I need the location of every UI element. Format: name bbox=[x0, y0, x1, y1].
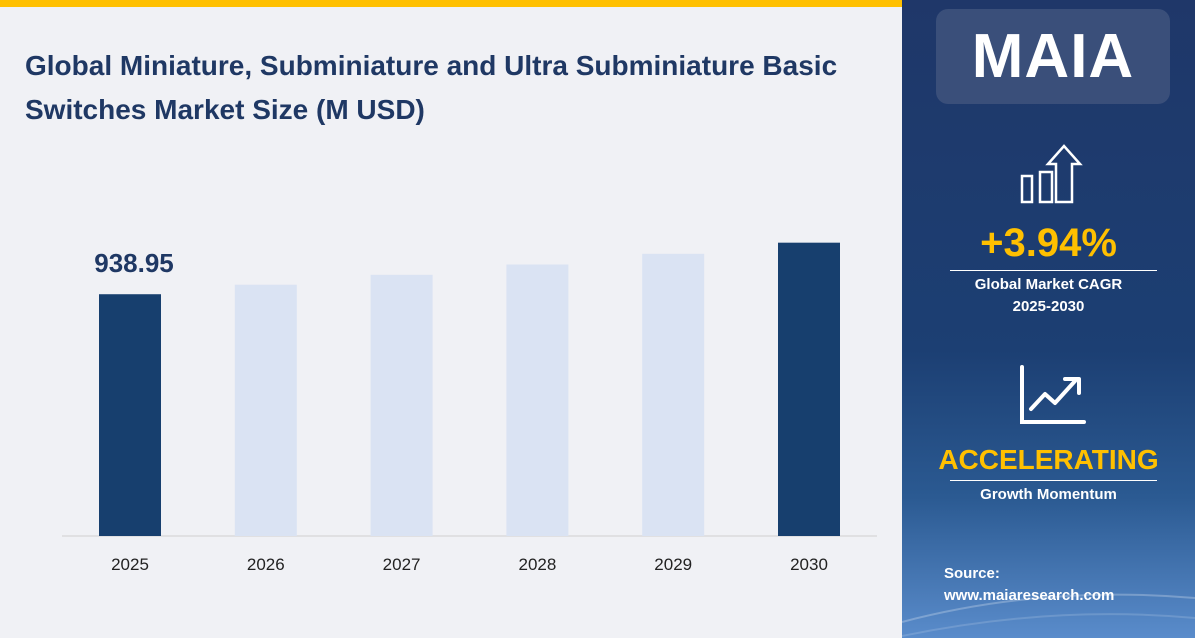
source: Source: www.maiaresearch.com bbox=[944, 563, 1114, 607]
momentum-label: Growth Momentum bbox=[980, 486, 1117, 503]
divider bbox=[950, 270, 1157, 271]
x-tick-label: 2030 bbox=[790, 555, 828, 574]
line-chart-trend-icon bbox=[1020, 365, 1086, 424]
bar-2027 bbox=[370, 274, 433, 536]
bar-2026 bbox=[234, 284, 297, 536]
cagr-label: Global Market CAGR bbox=[974, 276, 1123, 293]
data-label: 938.95 bbox=[94, 248, 174, 278]
source-label: Source: bbox=[944, 565, 1000, 582]
source-link[interactable]: www.maiaresearch.com bbox=[944, 587, 1115, 604]
x-tick-label: 2025 bbox=[111, 555, 149, 574]
cagr-period: 2025-2030 bbox=[1012, 298, 1085, 315]
bar-chart-up-arrow-icon bbox=[1020, 144, 1083, 204]
cagr-value: +3.94% bbox=[980, 221, 1117, 265]
bar-2029 bbox=[642, 253, 705, 536]
bar-2025 bbox=[99, 294, 161, 536]
top-accent-bar bbox=[0, 0, 902, 7]
x-tick-label: 2028 bbox=[518, 555, 556, 574]
sidebar-panel: MAIA +3.94% Global Market CAGR 2025-2030… bbox=[902, 0, 1195, 638]
bar-chart: 2025 938.95 2026 2027 2028 2029 2030 bbox=[62, 242, 877, 574]
momentum-value: ACCELERATING bbox=[938, 444, 1159, 475]
x-tick-label: 2027 bbox=[383, 555, 421, 574]
bar-2030 bbox=[778, 242, 840, 536]
maia-logo: MAIA bbox=[936, 9, 1170, 104]
divider bbox=[950, 480, 1157, 481]
chart-title: Global Miniature, Subminiature and Ultra… bbox=[25, 50, 838, 125]
x-tick-label: 2029 bbox=[654, 555, 692, 574]
decorative-swoosh bbox=[902, 593, 1195, 637]
bar-2028 bbox=[506, 264, 569, 536]
x-tick-label: 2026 bbox=[247, 555, 285, 574]
